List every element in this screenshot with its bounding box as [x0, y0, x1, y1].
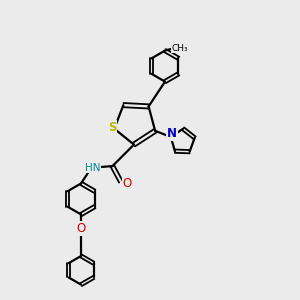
- Text: O: O: [123, 177, 132, 190]
- Text: O: O: [76, 222, 86, 235]
- Text: CH₃: CH₃: [172, 44, 188, 53]
- Text: S: S: [108, 121, 116, 134]
- Text: HN: HN: [85, 163, 100, 172]
- Text: N: N: [167, 127, 177, 140]
